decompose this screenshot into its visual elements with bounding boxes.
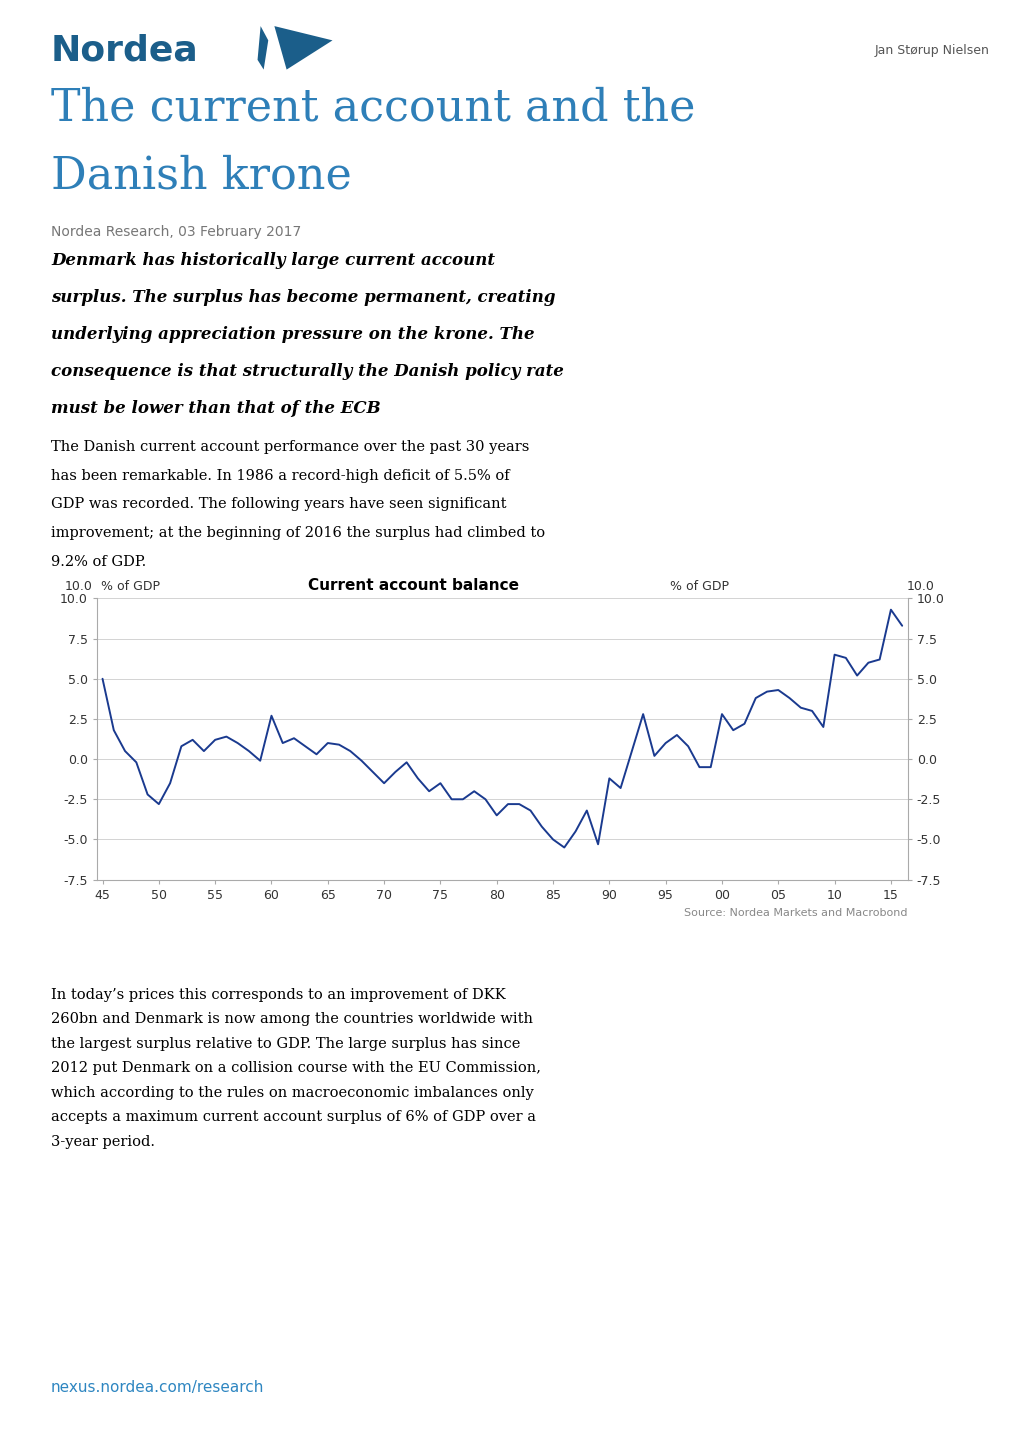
Text: underlying appreciation pressure on the krone. The: underlying appreciation pressure on the … (51, 326, 534, 343)
Text: Nordea Research, 03 February 2017: Nordea Research, 03 February 2017 (51, 225, 301, 239)
Text: Jan Størup Nielsen: Jan Størup Nielsen (873, 43, 988, 58)
PathPatch shape (257, 26, 268, 69)
Text: % of GDP: % of GDP (669, 580, 729, 593)
Text: Denmark has historically large current account: Denmark has historically large current a… (51, 252, 494, 270)
Text: must be lower than that of the ECB: must be lower than that of the ECB (51, 399, 380, 417)
Text: Danish krone: Danish krone (51, 154, 352, 198)
Text: 10.0: 10.0 (65, 580, 93, 593)
Text: 260bn and Denmark is now among the countries worldwide with: 260bn and Denmark is now among the count… (51, 1012, 533, 1027)
Text: % of GDP: % of GDP (101, 580, 160, 593)
Text: Current account balance: Current account balance (308, 578, 518, 593)
Text: 10.0: 10.0 (906, 580, 934, 593)
Text: which according to the rules on macroeconomic imbalances only: which according to the rules on macroeco… (51, 1086, 533, 1100)
Text: The current account and the: The current account and the (51, 87, 695, 130)
Text: nexus.nordea.com/research: nexus.nordea.com/research (51, 1380, 264, 1396)
Text: 2012 put Denmark on a collision course with the EU Commission,: 2012 put Denmark on a collision course w… (51, 1061, 540, 1076)
Text: The Danish current account performance over the past 30 years: The Danish current account performance o… (51, 440, 529, 454)
Text: surplus. The surplus has become permanent, creating: surplus. The surplus has become permanen… (51, 290, 555, 306)
Text: has been remarkable. In 1986 a record-high deficit of 5.5% of: has been remarkable. In 1986 a record-hi… (51, 469, 510, 483)
Text: improvement; at the beginning of 2016 the surplus had climbed to: improvement; at the beginning of 2016 th… (51, 526, 544, 541)
Text: Nordea: Nordea (51, 33, 199, 68)
Text: GDP was recorded. The following years have seen significant: GDP was recorded. The following years ha… (51, 497, 506, 512)
Text: the largest surplus relative to GDP. The large surplus has since: the largest surplus relative to GDP. The… (51, 1037, 520, 1051)
Text: accepts a maximum current account surplus of 6% of GDP over a: accepts a maximum current account surplu… (51, 1110, 535, 1125)
Text: consequence is that structurally the Danish policy rate: consequence is that structurally the Dan… (51, 363, 564, 381)
Text: 9.2% of GDP.: 9.2% of GDP. (51, 555, 146, 570)
PathPatch shape (274, 26, 332, 69)
Text: 3-year period.: 3-year period. (51, 1135, 155, 1149)
Text: In today’s prices this corresponds to an improvement of DKK: In today’s prices this corresponds to an… (51, 988, 505, 1002)
Text: Source: Nordea Markets and Macrobond: Source: Nordea Markets and Macrobond (684, 908, 907, 917)
